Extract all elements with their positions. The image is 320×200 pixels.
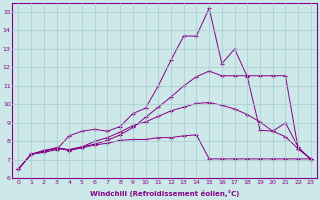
X-axis label: Windchill (Refroidissement éolien,°C): Windchill (Refroidissement éolien,°C) (90, 190, 239, 197)
